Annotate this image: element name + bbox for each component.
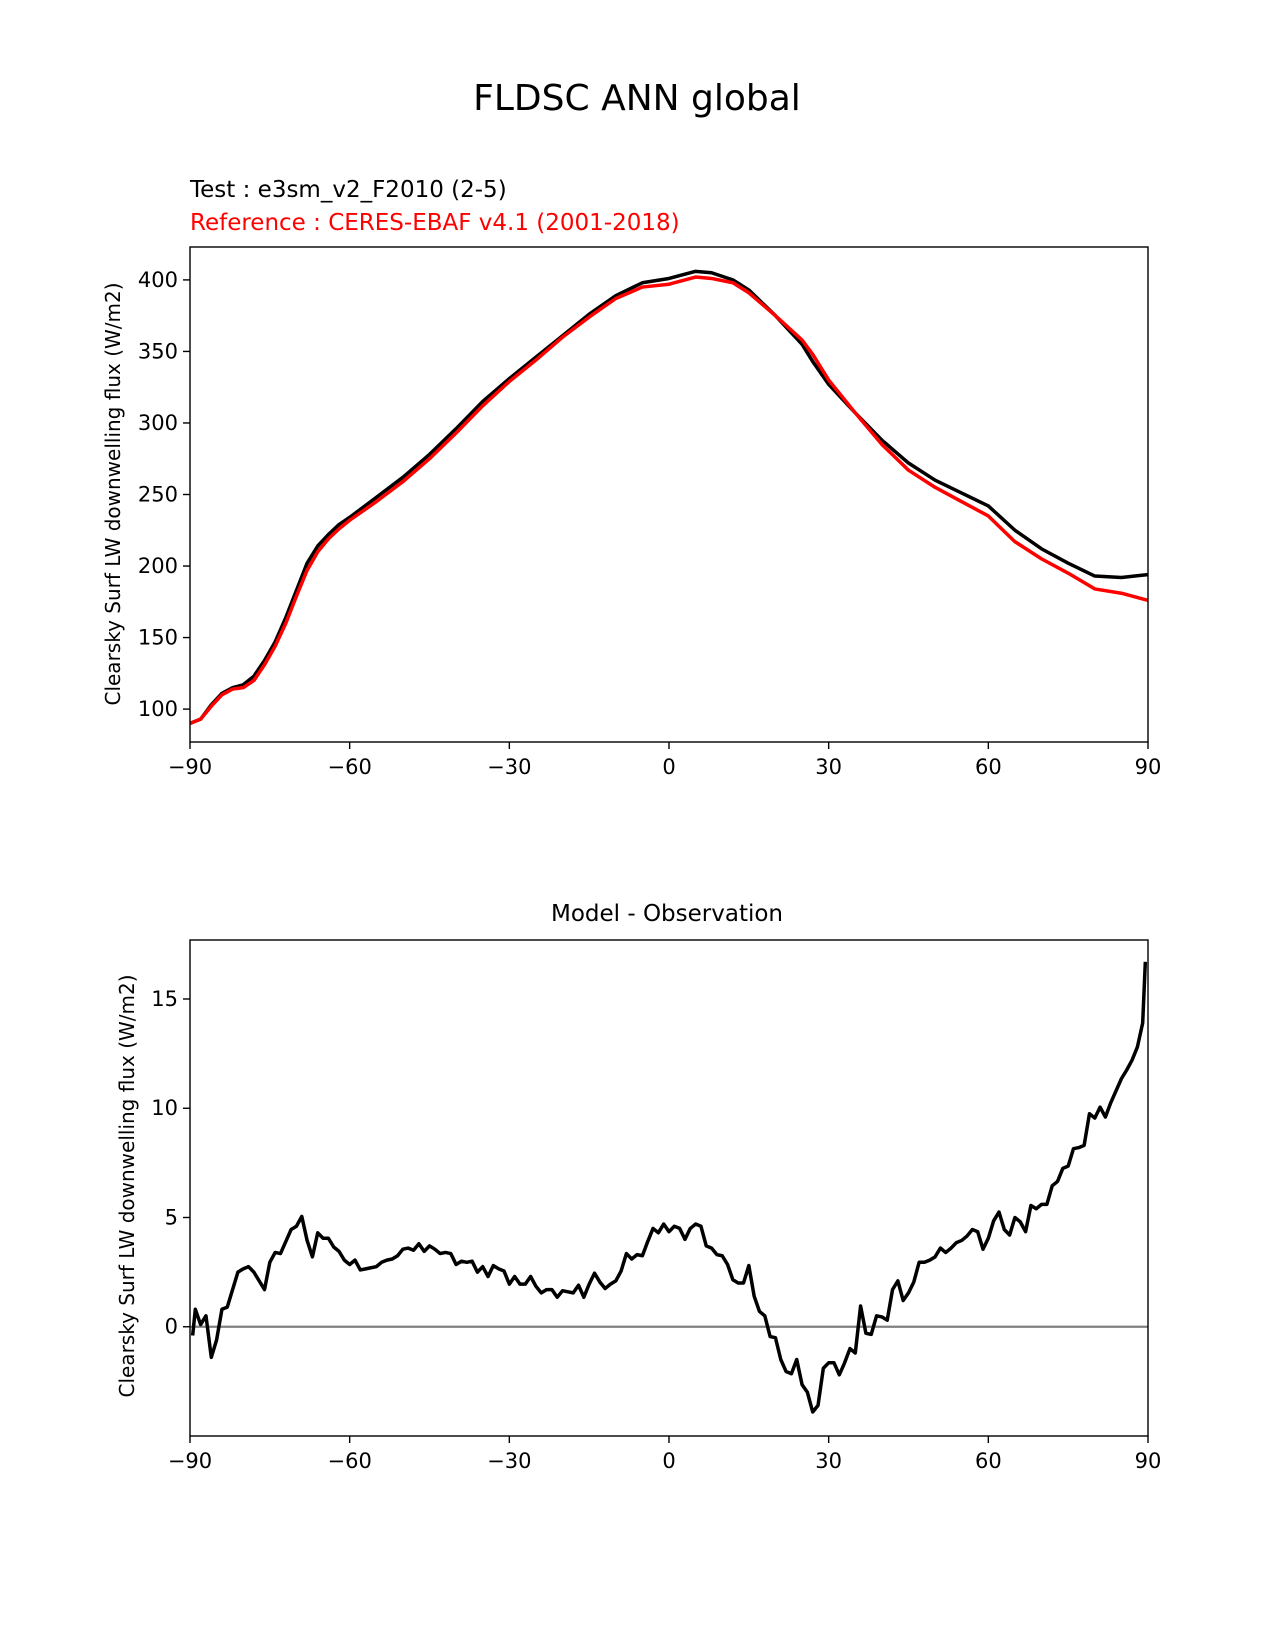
panel-top: Test : e3sm_v2_F2010 (2-5) Reference : C… (101, 177, 1161, 779)
panel-bottom: Model - Observation Clearsky Surf LW dow… (115, 901, 1161, 1473)
top-x-tick-label: 0 (662, 755, 675, 779)
top-x-tick-label: 30 (815, 755, 842, 779)
bottom-x-tick-label: −30 (487, 1449, 531, 1473)
test-label: Test : e3sm_v2_F2010 (2-5) (189, 177, 507, 203)
top-series-reference-line (189, 275, 1149, 726)
bottom-y-axis-label: Clearsky Surf LW downwelling flux (W/m2) (115, 974, 139, 1397)
bottom-y-tick-label: 10 (151, 1096, 178, 1120)
top-y-tick-label: 100 (138, 697, 178, 721)
bottom-y-tick-label: 5 (165, 1205, 178, 1229)
top-y-tick-label: 400 (138, 268, 178, 292)
bottom-panel-title: Model - Observation (551, 901, 783, 927)
bottom-series-difference-line (190, 961, 1148, 1414)
top-x-tick-label: −90 (168, 755, 212, 779)
top-x-tick-label: 90 (1135, 755, 1162, 779)
reference-label: Reference : CERES-EBAF v4.1 (2001-2018) (190, 210, 680, 236)
top-y-tick-label: 200 (138, 554, 178, 578)
top-x-tick-label: −60 (328, 755, 372, 779)
bottom-y-tick-label: 15 (151, 987, 178, 1011)
figure-title: FLDSC ANN global (473, 78, 801, 119)
top-y-axis-label: Clearsky Surf LW downwelling flux (W/m2) (101, 282, 125, 705)
bottom-x-tick-label: −60 (328, 1449, 372, 1473)
bottom-plot-area: −90 −60 −30 0 30 60 90 0 5 10 15 (151, 939, 1162, 1473)
bottom-x-tick-label: 60 (975, 1449, 1002, 1473)
bottom-x-tick-label: 30 (815, 1449, 842, 1473)
top-x-tick-label: −30 (487, 755, 531, 779)
top-y-tick-label: 350 (138, 339, 178, 363)
top-y-tick-label: 300 (138, 411, 178, 435)
bottom-y-tick-label: 0 (165, 1315, 178, 1339)
bottom-x-tick-label: −90 (168, 1449, 212, 1473)
bottom-x-tick-label: 0 (662, 1449, 675, 1473)
bottom-x-tick-label: 90 (1135, 1449, 1162, 1473)
top-y-tick-label: 150 (138, 626, 178, 650)
top-x-tick-label: 60 (975, 755, 1002, 779)
top-y-tick-label: 250 (138, 483, 178, 507)
top-plot-area: −90 −60 −30 0 30 60 90 100 150 200 250 300 350 400 (138, 246, 1162, 779)
